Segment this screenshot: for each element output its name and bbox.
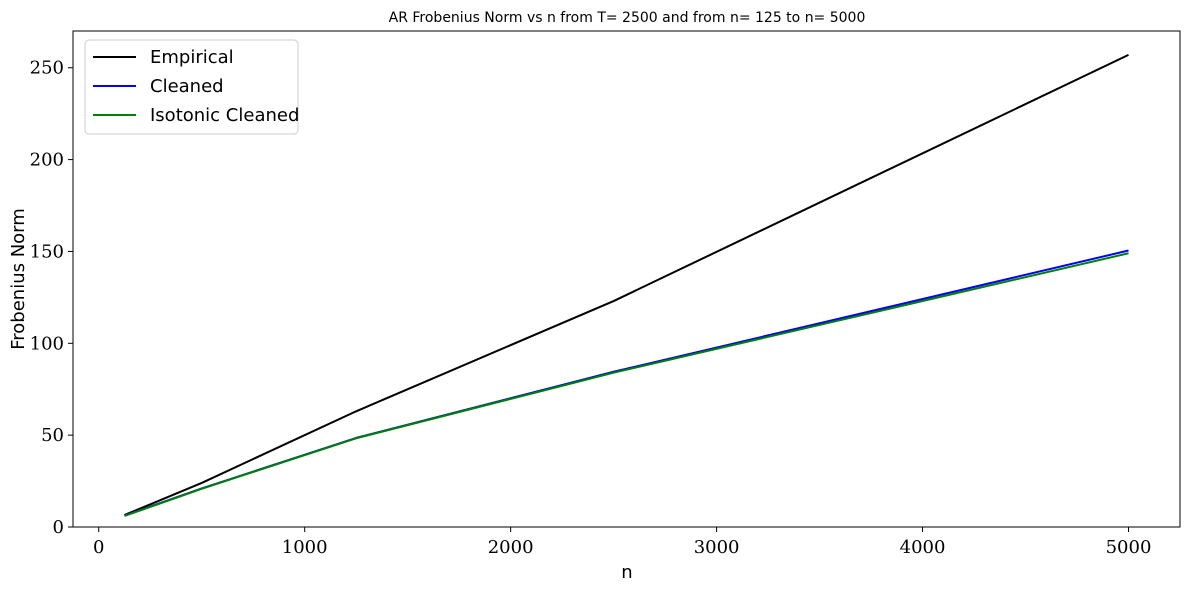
series-line-cleaned	[124, 249, 1129, 517]
y-axis-label: Frobenius Norm	[8, 208, 29, 350]
y-tick-label: 0	[53, 517, 64, 538]
y-tick-label: 100	[30, 333, 64, 354]
y-tick-label: 200	[30, 150, 64, 171]
x-tick-label: 3000	[694, 537, 740, 558]
series-lines	[124, 53, 1129, 517]
y-axis: 0 50 100 150 200 250	[30, 58, 73, 538]
plot-area: 0 1000 2000 3000 4000 5000 0 50 100 150 200 250	[30, 30, 1181, 558]
legend-label: Isotonic Cleaned	[150, 105, 299, 126]
chart-title: AR Frobenius Norm vs n from T= 2500 and …	[389, 10, 866, 26]
y-tick-label: 150	[30, 241, 64, 262]
x-tick-label: 5000	[1106, 537, 1152, 558]
y-tick-label: 250	[30, 58, 64, 79]
x-axis-label: n	[621, 562, 632, 583]
x-tick-label: 0	[93, 537, 104, 558]
y-tick-label: 50	[41, 425, 64, 446]
legend-label: Empirical	[150, 47, 234, 68]
legend-label: Cleaned	[150, 76, 224, 97]
legend: Empirical Cleaned Isotonic Cleaned	[84, 39, 299, 135]
x-tick-label: 1000	[282, 537, 328, 558]
x-axis: 0 1000 2000 3000 4000 5000	[93, 527, 1151, 558]
x-tick-label: 4000	[900, 537, 946, 558]
plot-frame	[72, 30, 1181, 528]
x-tick-label: 2000	[488, 537, 534, 558]
series-line-empirical	[124, 53, 1129, 516]
series-line-isotonic-cleaned	[124, 252, 1129, 517]
legend-box	[84, 39, 299, 135]
